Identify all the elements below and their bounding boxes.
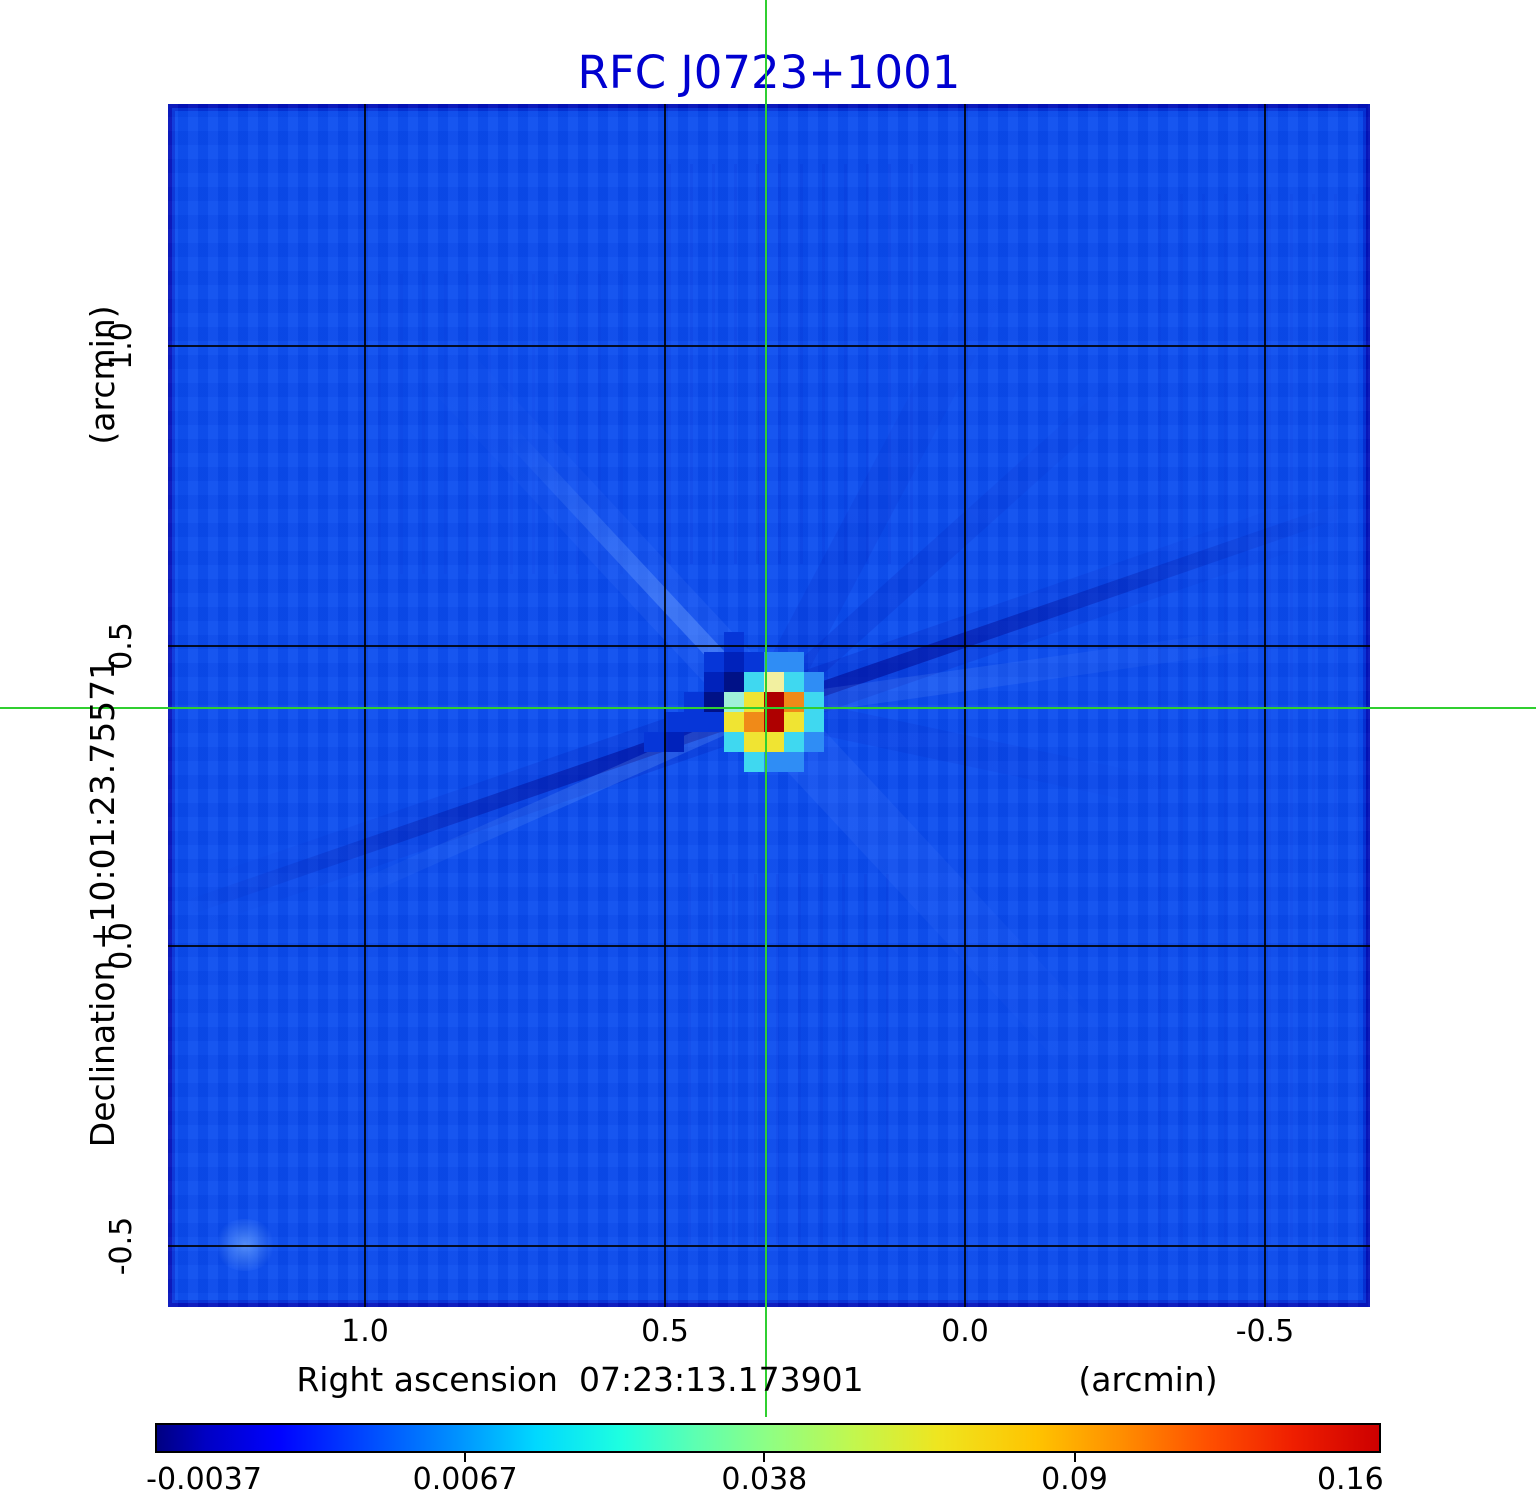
source-blob-pixel: [784, 712, 804, 732]
colorbar-tick-label: 0.038: [721, 1462, 808, 1497]
source-blob-pixel: [724, 632, 744, 652]
source-blob-pixel: [744, 732, 764, 752]
sidelobe-stripe-band: [378, 274, 638, 574]
y-axis-unit-label: (arcmin): [83, 305, 122, 445]
source-blob-pixel: [764, 672, 784, 692]
colorbar-tick-label: -0.0037: [146, 1462, 262, 1497]
source-blob-pixel: [704, 652, 724, 672]
source-blob-pixel: [784, 652, 804, 672]
source-blob-pixel: [724, 652, 744, 672]
source-blob-pixel: [804, 672, 824, 692]
crosshair-horizontal-line: [0, 707, 1536, 709]
sidelobe-stripe-band: [688, 874, 908, 1244]
plot-area: [168, 104, 1370, 1307]
grid-line-vertical: [1264, 104, 1266, 1307]
source-blob-pixel: [784, 752, 804, 772]
source-blob-pixel: [804, 712, 824, 732]
source-blob-pixel: [764, 752, 784, 772]
source-blob-pixel: [664, 712, 684, 732]
source-blob-pixel: [724, 672, 744, 692]
sidelobe-stripe-band: [668, 164, 928, 564]
colorbar: [155, 1423, 1381, 1453]
source-blob-pixel: [704, 672, 724, 692]
source-blob-pixel: [744, 752, 764, 772]
grid-line-vertical: [664, 104, 666, 1307]
grid-line-vertical: [964, 104, 966, 1307]
x-axis-unit-label: (arcmin): [1078, 1360, 1218, 1399]
source-blob-pixel: [784, 732, 804, 752]
source-blob-pixel: [724, 732, 744, 752]
colorbar-tick-mark: [763, 1453, 766, 1462]
colorbar-tick-mark: [1073, 1453, 1076, 1462]
x-tick-label: -0.5: [1235, 1314, 1295, 1349]
x-tick-label: 1.0: [341, 1314, 389, 1349]
source-blob-pixel: [744, 692, 764, 712]
grid-line-horizontal: [168, 1245, 1370, 1247]
source-blob-pixel: [664, 732, 684, 752]
colorbar-tick-label: 0.09: [1041, 1462, 1108, 1497]
grid-line-vertical: [364, 104, 366, 1307]
source-blob-pixel: [724, 692, 744, 712]
colorbar-tick-mark: [464, 1453, 467, 1462]
source-blob-pixel: [744, 652, 764, 672]
source-blob-pixel: [784, 692, 804, 712]
source-blob-pixel: [784, 672, 804, 692]
source-blob-pixel: [684, 692, 704, 712]
source-blob-pixel: [684, 712, 704, 732]
colorbar-tick-label: 0.16: [1316, 1462, 1384, 1497]
source-blob-pixel: [764, 652, 784, 672]
plot-title: RFC J0723+1001: [577, 46, 961, 99]
source-blob-pixel: [744, 672, 764, 692]
y-axis-label: Declination +10:01:23.75571: [83, 658, 122, 1148]
grid-line-horizontal: [168, 945, 1370, 947]
source-blob-pixel: [704, 692, 724, 712]
source-blob-pixel: [644, 732, 664, 752]
x-axis-label: Right ascension 07:23:13.173901: [296, 1360, 864, 1399]
source-blob-pixel: [744, 712, 764, 732]
source-blob-pixel: [764, 712, 784, 732]
colorbar-tick-label: 0.0067: [412, 1462, 518, 1497]
source-blob-pixel: [804, 692, 824, 712]
source-blob-pixel: [764, 692, 784, 712]
source-blob-pixel: [804, 732, 824, 752]
x-tick-label: 0.5: [641, 1314, 689, 1349]
grid-line-horizontal: [168, 345, 1370, 347]
source-blob-pixel: [724, 712, 744, 732]
source-blob-pixel: [764, 732, 784, 752]
source-blob-pixel: [704, 712, 724, 732]
grid-line-horizontal: [168, 645, 1370, 647]
x-tick-label: 0.0: [941, 1314, 989, 1349]
